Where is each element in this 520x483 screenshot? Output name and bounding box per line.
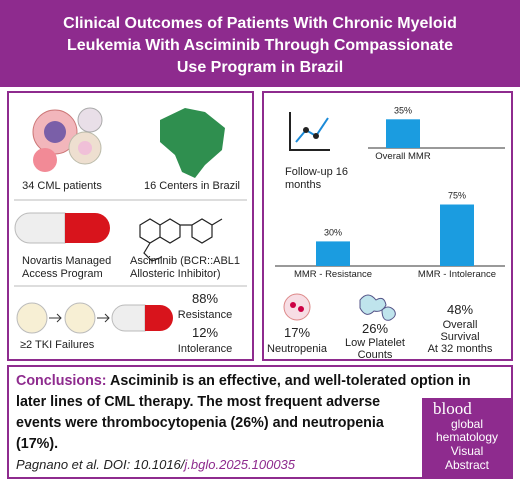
- logo-text: hematology: [436, 430, 498, 444]
- bar: [386, 119, 420, 148]
- citation: Pagnano et al. DOI: 10.1016/j.bglo.2025.…: [16, 457, 296, 472]
- logo-text: Visual: [451, 444, 483, 458]
- label: Counts: [358, 349, 393, 361]
- label: ≥2 TKI Failures: [20, 339, 95, 351]
- label: Asciminib (BCR::ABL1: [130, 255, 240, 267]
- logo: [422, 398, 512, 478]
- value: 88%: [192, 291, 218, 306]
- title: Leukemia With Asciminib Through Compassi…: [67, 37, 453, 54]
- bar-label: MMR - Intolerance: [418, 269, 496, 280]
- neutrophil-icon: [283, 293, 311, 321]
- tki-icon: [16, 302, 173, 334]
- chart-icon: [289, 112, 330, 151]
- label: At 32 months: [428, 343, 493, 355]
- label: months: [285, 179, 322, 191]
- logo-text: Abstract: [445, 458, 490, 472]
- title: Use Program in Brazil: [177, 59, 343, 76]
- bar: [440, 204, 474, 266]
- header: [0, 0, 520, 87]
- label: Intolerance: [178, 343, 232, 355]
- left-panel: [7, 91, 254, 361]
- bar-value-label: 75%: [448, 191, 466, 201]
- bar-value-label: 30%: [324, 227, 342, 237]
- title: Clinical Outcomes of Patients With Chron…: [63, 15, 457, 32]
- value: 17%: [284, 325, 310, 340]
- bar: [316, 241, 350, 266]
- brazil-map: [160, 108, 225, 178]
- cells-icon: [32, 107, 103, 172]
- molecule-icon: [139, 218, 223, 262]
- conclusion-line: Conclusions: Asciminib is an effective, …: [16, 373, 471, 389]
- label: Survival: [440, 331, 479, 343]
- bar-label: MMR - Resistance: [294, 269, 372, 280]
- value: 12%: [192, 325, 218, 340]
- label: Access Program: [22, 268, 103, 280]
- conclusion-line: events were thrombocytopenia (26%) and n…: [16, 415, 385, 431]
- label: Allosteric Inhibitor): [130, 268, 220, 280]
- bar-label: Overall MMR: [375, 151, 431, 162]
- label: Low Platelet: [345, 337, 405, 349]
- bars: 35% Overall MMR 30% MMR - Resistance 75% MMR …: [294, 105, 496, 280]
- value: 48%: [447, 302, 473, 317]
- label: Follow-up 16: [285, 166, 348, 178]
- label: Resistance: [178, 309, 232, 321]
- label: Overall: [443, 319, 478, 331]
- conclusion-text: Asciminib is an effective, and well-tole…: [107, 373, 471, 389]
- logo-text: blood: [433, 399, 472, 418]
- label: 16 Centers in Brazil: [144, 180, 240, 192]
- doi: j.bglo.2025.100035: [182, 457, 295, 472]
- value: 26%: [362, 321, 388, 336]
- platelet-icon: [359, 294, 387, 315]
- label: Neutropenia: [267, 343, 328, 355]
- conclusion-line: later lines of CML therapy. The most fre…: [16, 394, 380, 410]
- conclusion-line: (17%).: [16, 436, 58, 452]
- conclusions-heading: Conclusions:: [16, 373, 107, 389]
- logo-text: global: [451, 417, 483, 431]
- citation-text: Pagnano et al. DOI: 10.1016/: [16, 457, 186, 472]
- bar-value-label: 35%: [394, 105, 412, 115]
- right-panel: [262, 91, 513, 361]
- label: Novartis Managed: [22, 255, 111, 267]
- label: 34 CML patients: [22, 180, 102, 192]
- pill-icon: [14, 212, 110, 244]
